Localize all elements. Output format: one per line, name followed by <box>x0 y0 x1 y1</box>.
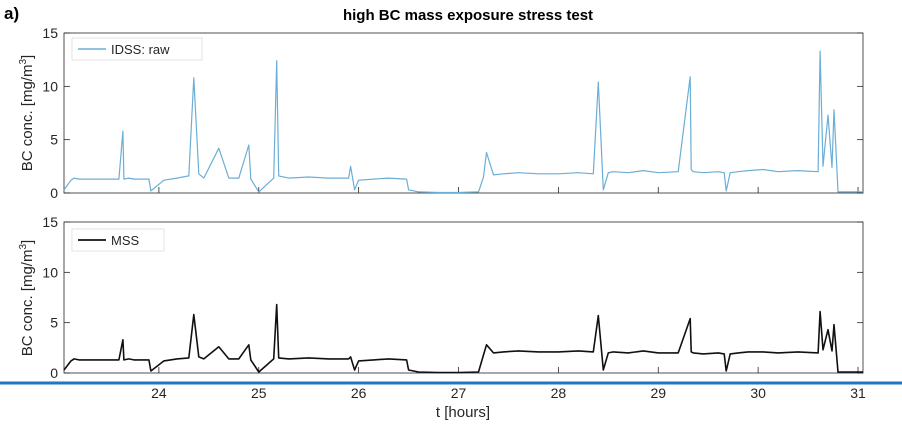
legend-box-top <box>71 37 203 61</box>
legend-bottom: MSS <box>71 228 165 252</box>
figure-title: high BC mass exposure stress test <box>343 7 593 24</box>
legend-box-bottom <box>71 228 165 252</box>
y-tick-label: 15 <box>42 25 58 41</box>
y-axis-label-bottom-base: BC conc. [mg/m <box>19 250 36 357</box>
y-tick-label: 0 <box>50 185 58 201</box>
series-line-mss <box>63 303 863 374</box>
y-tick-label: 10 <box>42 78 58 94</box>
y-axis-ticks-bottom: 0 5 10 15 <box>42 214 863 381</box>
x-tick-label: 30 <box>750 385 766 401</box>
x-tick-label: 29 <box>650 385 666 401</box>
y-axis-label-bottom-tail: ] <box>19 240 36 244</box>
x-axis-ticks-bottom: 24 25 26 27 28 29 30 31 <box>151 367 866 401</box>
y-axis-label-bottom-sup: 3 <box>18 244 29 250</box>
legend-label-mss: MSS <box>111 233 140 248</box>
x-tick-label: 25 <box>251 385 267 401</box>
y-tick-label: 15 <box>42 214 58 230</box>
x-tick-label: 26 <box>351 385 367 401</box>
y-tick-label: 5 <box>50 132 58 148</box>
x-tick-label: 24 <box>151 385 167 401</box>
x-tick-label: 27 <box>451 385 467 401</box>
x-axis-label: t [hours] <box>436 404 490 421</box>
panel-top: 0 5 10 15 BC conc. [mg/m3] IDSS: raw <box>18 25 864 201</box>
y-axis-label-bottom: BC conc. [mg/m3] <box>18 240 36 356</box>
x-tick-label: 31 <box>850 385 866 401</box>
y-tick-label: 5 <box>50 315 58 331</box>
y-axis-label-top-sup: 3 <box>18 59 29 65</box>
series-line-idss-raw <box>63 50 863 194</box>
y-tick-label: 10 <box>42 264 58 280</box>
panel-letter: a) <box>4 4 19 23</box>
y-axis-label-top-tail: ] <box>19 55 36 59</box>
y-axis-ticks-top: 0 5 10 15 <box>42 25 863 201</box>
panel-bottom: 0 5 10 15 24 25 26 27 28 29 30 31 BC conc. [mg/m3]… <box>18 214 866 401</box>
plot-area-bottom <box>63 221 864 374</box>
y-axis-label-top: BC conc. [mg/m3] <box>18 55 36 171</box>
y-tick-label: 0 <box>50 365 58 381</box>
y-axis-label-top-base: BC conc. [mg/m <box>19 65 36 172</box>
x-tick-label: 28 <box>551 385 567 401</box>
legend-label-idss-raw: IDSS: raw <box>111 42 170 57</box>
legend-top: IDSS: raw <box>71 37 203 61</box>
